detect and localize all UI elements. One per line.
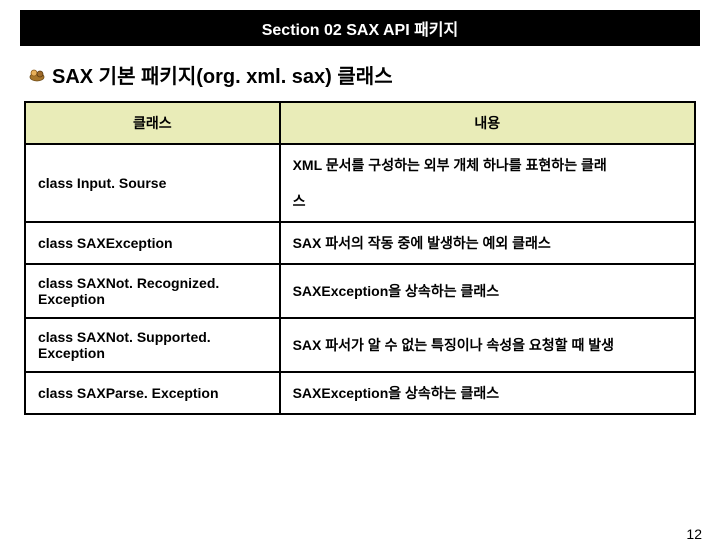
desc-cell: SAXException을 상속하는 클래스 bbox=[280, 372, 695, 414]
table-row: class Input. Sourse XML 문서를 구성하는 외부 개체 하… bbox=[25, 144, 695, 222]
desc-cell: XML 문서를 구성하는 외부 개체 하나를 표현하는 클래 스 bbox=[280, 144, 695, 222]
desc-cell: SAX 파서가 알 수 없는 특징이나 속성을 요청할 때 발생 bbox=[280, 318, 695, 372]
table-row: class SAXNot. Supported. Exception SAX 파… bbox=[25, 318, 695, 372]
table-row: class SAXParse. Exception SAXException을 … bbox=[25, 372, 695, 414]
class-table: 클래스 내용 class Input. Sourse XML 문서를 구성하는 … bbox=[24, 101, 696, 415]
desc-cell: SAX 파서의 작동 중에 발생하는 예외 클래스 bbox=[280, 222, 695, 264]
desc-cell: SAXException을 상속하는 클래스 bbox=[280, 264, 695, 318]
class-name-cell: class SAXParse. Exception bbox=[25, 372, 280, 414]
bullet-icon bbox=[28, 68, 46, 82]
class-name-cell: class SAXException bbox=[25, 222, 280, 264]
title-row: SAX 기본 패키지(org. xml. sax) 클래스 bbox=[0, 46, 720, 101]
class-name-cell: class Input. Sourse bbox=[25, 144, 280, 222]
table-row: class SAXException SAX 파서의 작동 중에 발생하는 예외… bbox=[25, 222, 695, 264]
page-title: SAX 기본 패키지(org. xml. sax) 클래스 bbox=[52, 60, 393, 89]
class-name-cell: class SAXNot. Supported. Exception bbox=[25, 318, 280, 372]
col-header-desc: 내용 bbox=[280, 102, 695, 144]
col-header-class: 클래스 bbox=[25, 102, 280, 144]
table-header-row: 클래스 내용 bbox=[25, 102, 695, 144]
table-row: class SAXNot. Recognized. Exception SAXE… bbox=[25, 264, 695, 318]
class-name-cell: class SAXNot. Recognized. Exception bbox=[25, 264, 280, 318]
section-header: Section 02 SAX API 패키지 bbox=[20, 10, 700, 46]
